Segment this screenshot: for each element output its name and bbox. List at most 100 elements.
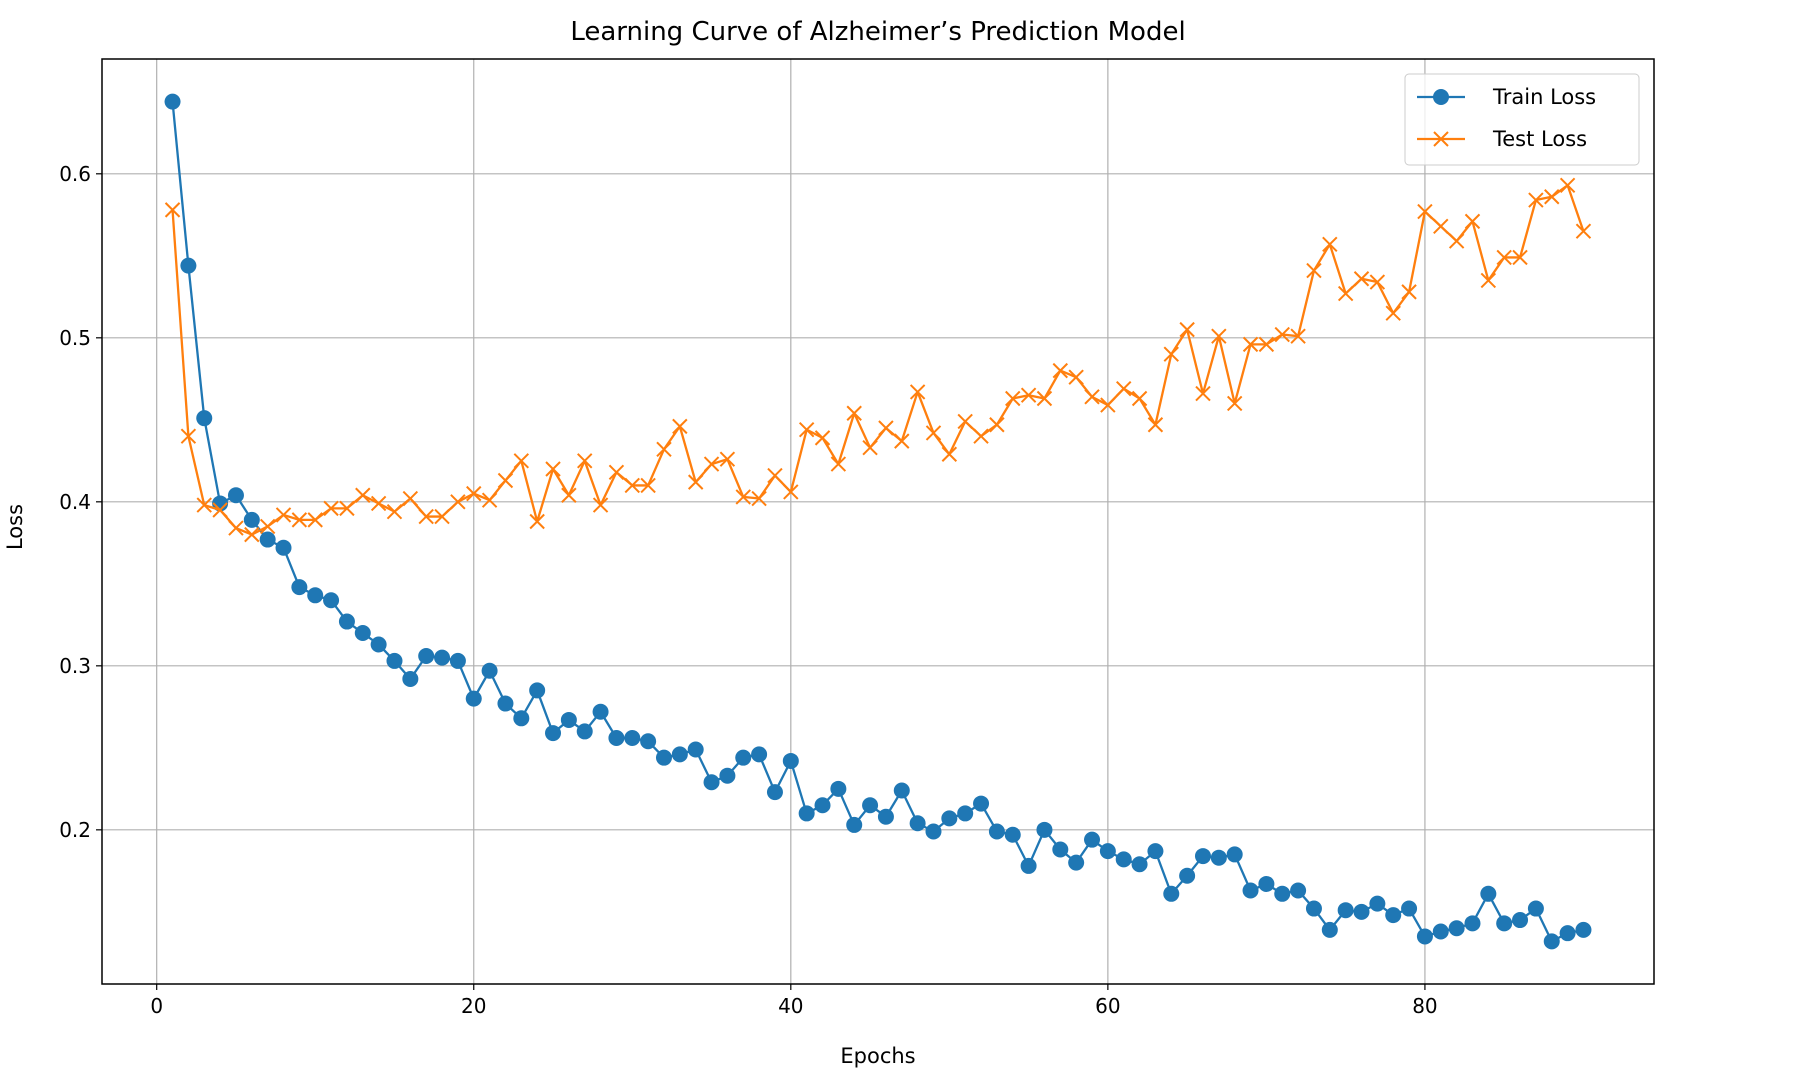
train-loss-point <box>196 410 213 427</box>
test-loss-point <box>1369 274 1386 290</box>
train-loss-point <box>798 805 815 822</box>
train-loss-point <box>1321 921 1338 938</box>
test-loss-point <box>323 500 339 517</box>
test-loss-point <box>1020 387 1037 403</box>
test-loss-line <box>171 184 1585 536</box>
train-loss-point <box>243 511 260 528</box>
test-loss-point <box>561 487 577 503</box>
train-loss-point <box>1559 925 1576 942</box>
test-loss-point <box>370 495 387 512</box>
test-loss-point <box>1559 177 1576 193</box>
x-tick-label: 80 <box>1412 994 1437 1018</box>
test-loss-point <box>1116 380 1132 397</box>
train-loss-point <box>1115 851 1132 868</box>
train-loss-point <box>323 592 340 609</box>
train-loss-point <box>1068 854 1085 871</box>
test-loss-point <box>513 453 530 469</box>
test-loss-point <box>1131 390 1148 407</box>
test-loss-point <box>830 456 847 472</box>
test-loss-point <box>228 520 244 536</box>
train-loss-point <box>751 746 768 763</box>
train-loss-point <box>434 649 451 666</box>
test-loss-point <box>466 485 482 502</box>
test-loss-point <box>783 484 799 500</box>
train-loss-point <box>830 780 847 797</box>
test-loss-point <box>608 464 625 481</box>
train-loss-point <box>465 690 482 707</box>
test-loss-point <box>275 507 292 523</box>
train-loss-point <box>1179 867 1196 884</box>
test-loss-point <box>1290 328 1306 344</box>
legend: Train Loss Test Loss <box>1404 73 1640 166</box>
train-loss-legend-label: Train Loss <box>1492 85 1596 109</box>
test-loss-point <box>1322 236 1338 253</box>
test-loss-point <box>1100 397 1116 413</box>
x-tick-label: 0 <box>150 994 163 1018</box>
test-loss-point <box>687 474 704 490</box>
test-loss-point <box>592 497 609 513</box>
test-loss-point <box>1496 249 1512 266</box>
train-loss-point <box>513 710 530 727</box>
train-loss-point <box>1480 885 1497 902</box>
train-loss-point <box>893 782 910 799</box>
test-loss-point <box>545 461 561 477</box>
test-loss-point <box>1084 389 1100 405</box>
test-loss-point <box>259 518 276 535</box>
test-loss-point <box>355 487 371 503</box>
train-loss-point <box>338 613 355 630</box>
test-loss-point <box>798 421 815 438</box>
test-loss-point <box>402 490 419 507</box>
test-loss-point <box>703 456 720 472</box>
train-loss-point <box>529 682 546 699</box>
test-loss-point <box>735 489 751 505</box>
test-loss-point <box>418 508 434 525</box>
test-loss-point <box>497 472 514 489</box>
train-loss-point <box>719 767 736 784</box>
train-loss-point <box>1527 900 1544 917</box>
train-loss-point <box>560 711 577 728</box>
train-loss-point <box>925 823 942 840</box>
train-loss-point <box>655 749 672 766</box>
test-loss-point <box>989 417 1005 433</box>
test-loss-point <box>1068 369 1084 385</box>
test-loss-point <box>1195 385 1211 402</box>
test-loss-point <box>1464 213 1481 230</box>
train-loss-point <box>275 539 292 556</box>
train-loss-point <box>1448 920 1465 937</box>
test-loss-point <box>640 477 656 494</box>
chart-title: Learning Curve of Alzheimer’s Prediction… <box>570 17 1185 47</box>
test-loss-point <box>164 202 181 218</box>
train-loss-point <box>703 774 720 791</box>
test-loss-point <box>1179 321 1195 338</box>
test-loss-point <box>1417 203 1433 220</box>
train-loss-point <box>212 495 229 512</box>
train-loss-point <box>481 662 498 679</box>
train-loss-point <box>1020 857 1037 874</box>
test-loss-point <box>1401 284 1417 300</box>
train-loss-point <box>988 823 1005 840</box>
train-loss-point <box>1004 826 1021 843</box>
y-tick-label: 0.2 <box>59 818 91 842</box>
test-loss-point <box>925 425 942 441</box>
test-loss-point <box>1337 285 1354 302</box>
test-loss-point <box>339 500 355 517</box>
x-axis-label: Epochs <box>840 1044 915 1068</box>
test-loss-point <box>196 497 212 513</box>
test-loss-point <box>1306 262 1322 279</box>
test-loss-point <box>1512 249 1528 266</box>
train-loss-point <box>545 725 562 742</box>
test-loss-point <box>767 467 783 484</box>
test-loss-point <box>1433 218 1449 234</box>
train-loss-point <box>291 579 308 596</box>
train-loss-point <box>370 636 387 653</box>
train-loss-point <box>1575 921 1592 938</box>
train-loss-point <box>877 808 894 825</box>
test-loss-point <box>672 418 688 435</box>
circle-marker-icon <box>1433 89 1449 105</box>
test-loss-point <box>1575 223 1592 239</box>
test-loss-point <box>751 490 767 507</box>
test-loss-point <box>957 413 973 430</box>
test-loss-point <box>1005 390 1021 407</box>
x-tick-label: 20 <box>461 994 486 1018</box>
